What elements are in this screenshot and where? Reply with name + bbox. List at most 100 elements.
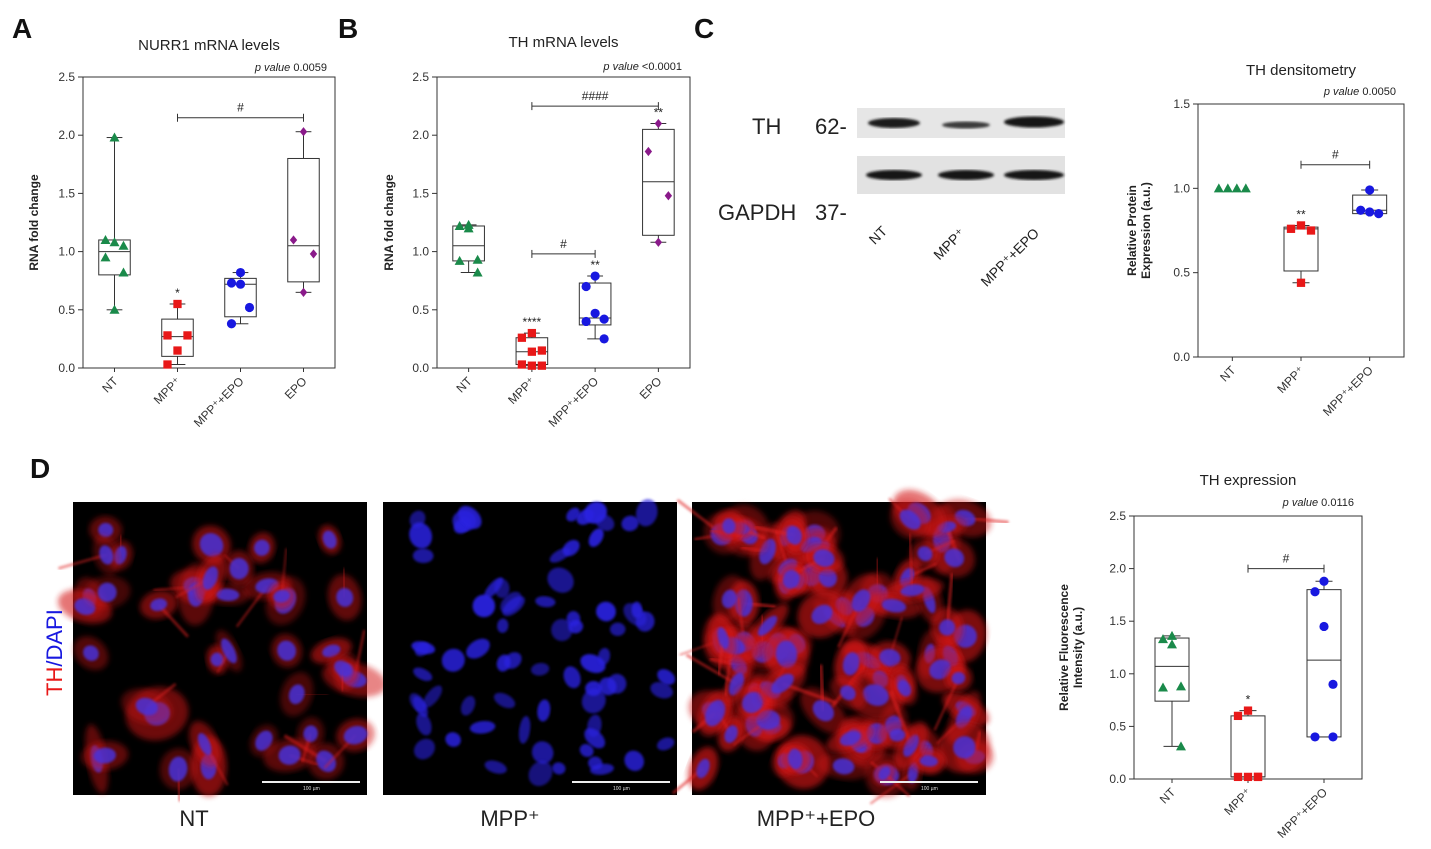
y-axis-label: Expression (a.u.) — [1139, 182, 1153, 279]
cell-nucleus — [528, 761, 553, 787]
p-value-label: p value — [602, 61, 642, 73]
micrograph-label-nt: NT — [179, 806, 208, 831]
data-point-triangle — [472, 254, 483, 264]
y-tick-label: 2.5 — [1109, 509, 1126, 523]
cell-nucleus — [547, 567, 574, 593]
cell-nucleus — [255, 730, 273, 751]
cell-nucleus — [484, 577, 504, 599]
data-point-square — [163, 360, 172, 369]
y-tick-label: 0.0 — [58, 361, 75, 375]
cell-nucleus — [724, 725, 738, 743]
x-tick-label: MPP⁺+EPO — [1274, 785, 1330, 841]
y-tick-label: 0.0 — [412, 361, 429, 375]
cell-nucleus — [704, 699, 726, 727]
data-point-triangle — [118, 267, 129, 277]
chart-title: TH mRNA levels — [508, 34, 618, 51]
y-tick-label: 0.5 — [1173, 266, 1190, 280]
data-point-square — [1243, 772, 1253, 782]
data-point-square — [1253, 772, 1263, 782]
cell-nucleus — [717, 627, 729, 649]
cell-nucleus — [584, 728, 606, 749]
micrograph-nt-cells — [57, 516, 387, 802]
blot-lane-nt: NT — [866, 222, 891, 247]
cell-nucleus — [416, 712, 432, 736]
y-tick-label: 2.0 — [412, 128, 429, 142]
y-tick-label: 1.5 — [1173, 97, 1190, 111]
data-point-circle — [1319, 576, 1329, 586]
comparison-label: #### — [582, 89, 609, 103]
data-point-triangle — [1231, 183, 1242, 193]
data-point-circle — [1328, 679, 1338, 689]
cell-nucleus — [588, 528, 604, 547]
data-point-circle — [244, 302, 255, 313]
panel-letter-a: A — [12, 13, 32, 44]
cell-nucleus — [635, 499, 658, 527]
p-value-text: p value 0.0059 — [254, 62, 327, 74]
cell-nucleus — [903, 734, 919, 757]
box-body — [642, 128, 675, 236]
chart-th-mrna: TH mRNA levels p value <0.0001 0.0 0.5 1.0 1.… — [382, 34, 691, 430]
blot-band-th-nt — [868, 118, 920, 128]
cell-nucleus — [99, 545, 114, 565]
data-point-triangle — [100, 234, 111, 244]
significance-marker: **** — [523, 315, 542, 329]
x-tick-label: MPP⁺+EPO — [1320, 363, 1376, 419]
data-point-triangle — [454, 220, 465, 230]
cell-nucleus — [917, 546, 933, 562]
micrograph-label-mppepo: MPP⁺+EPO — [757, 806, 876, 831]
chart-title: TH expression — [1200, 472, 1297, 489]
cell-process — [933, 677, 960, 731]
cell-nucleus — [953, 736, 976, 759]
scale-bar-text: 100 µm — [921, 786, 938, 792]
scale-bar-text: 100 µm — [303, 786, 320, 792]
data-point-circle — [581, 281, 591, 292]
cell-nucleus — [168, 756, 188, 782]
cell-nucleus — [469, 720, 496, 734]
y-tick-label: 1.0 — [1173, 181, 1190, 195]
cell-nucleus — [221, 638, 237, 664]
y-tick-label: 2.5 — [412, 70, 429, 84]
cell-nucleus — [322, 644, 341, 658]
x-tick-label: NT — [99, 374, 121, 396]
cell-nucleus — [497, 618, 509, 633]
comparison-label: # — [1332, 148, 1339, 162]
x-tick-label: MPP⁺ — [505, 374, 538, 407]
y-tick-label: 2.0 — [58, 128, 75, 142]
blot-band-gapdh-mpp — [938, 170, 994, 180]
cell-process — [945, 573, 954, 628]
cell-nucleus — [813, 549, 835, 568]
cell-nucleus — [881, 598, 907, 613]
cell-nucleus — [879, 648, 901, 667]
data-point-square — [1233, 772, 1243, 782]
cell-process — [883, 772, 911, 798]
box-body — [287, 157, 320, 283]
stain-label: TH/DAPI — [42, 609, 67, 696]
cell-nucleus — [598, 677, 617, 696]
data-point-circle — [1374, 209, 1384, 219]
data-point-triangle — [1222, 183, 1233, 193]
cell-nucleus — [851, 589, 871, 612]
data-point-square — [527, 328, 537, 338]
y-tick-label: 2.5 — [58, 70, 75, 84]
cell-nucleus — [562, 539, 580, 557]
x-tick-label: MPP⁺ — [151, 374, 184, 407]
data-point-square — [537, 361, 547, 370]
p-value-text: p value 0.0050 — [1323, 86, 1396, 98]
cell-nucleus — [551, 618, 573, 642]
cell-nucleus — [919, 755, 938, 767]
chart-title: TH densitometry — [1246, 62, 1357, 79]
data-point-square — [527, 361, 537, 370]
cell-nucleus — [412, 548, 434, 564]
cell-process — [58, 553, 107, 570]
cell-nucleus — [889, 728, 906, 742]
data-point-circle — [1328, 732, 1338, 742]
blot-kda-gapdh: 37- — [815, 200, 847, 225]
cell-nucleus — [472, 594, 496, 618]
data-point-triangle — [109, 237, 120, 247]
blot-kda-th: 62- — [815, 114, 847, 139]
cell-nucleus — [631, 601, 643, 619]
x-tick-label: NT — [1217, 363, 1239, 385]
comparison-label: # — [560, 237, 567, 251]
micrograph-mpp: 100 µm — [383, 499, 677, 795]
cell-nucleus — [83, 645, 99, 661]
